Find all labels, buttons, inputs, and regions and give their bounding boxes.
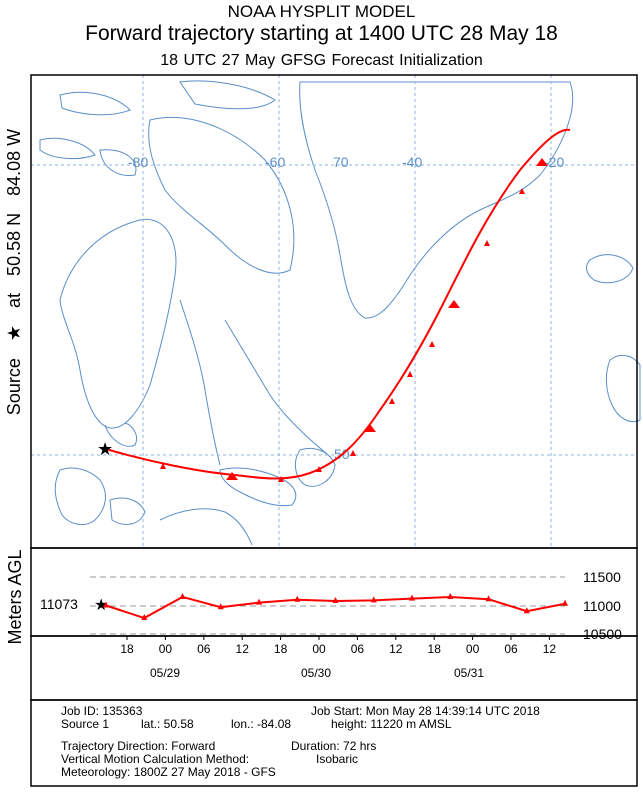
source-id: Source 1 [61,717,110,731]
source-lon-value: lon.: -84.08 [231,717,292,731]
trajectory-marker [448,300,460,308]
height-series-marker [179,592,186,599]
arctic-island-2 [59,91,131,116]
height-series-marker [103,601,109,608]
trajectory-marker [484,240,490,246]
time-tick-label: 12 [236,642,250,656]
time-ticks: 18 00 06 12 18 00 06 12 18 00 06 12 [120,636,556,656]
coastlines [39,80,641,546]
trajectory-marker [316,466,322,472]
date-label-0529: 05/29 [150,666,180,680]
time-tick-label: 18 [428,642,442,656]
europe-edge-outline [605,354,641,423]
height-tick-11500: 11500 [583,569,621,585]
trajectory-marker [389,398,395,404]
time-tick-label: 12 [543,642,557,656]
source-height-label: 11073 [40,596,78,612]
trajectory-marker [407,371,413,377]
source-height-value: height: 11220 m AMSL [331,717,452,731]
arctic-island-1 [179,80,276,110]
height-series-marker [562,599,568,606]
baffin-island-outline [148,116,295,274]
lon-label-40: -40 [402,154,422,170]
labrador-coast [224,319,329,456]
height-axis-label: Meters AGL [5,549,25,645]
trajectory-markers [160,158,548,482]
job-info: Job ID: 135363 Job Start: Mon May 28 14:3… [61,705,540,779]
arctic-island-3 [39,137,96,160]
height-series-marker [523,607,530,614]
time-axis-panel: 18 00 06 12 18 00 06 12 18 00 06 12 05/29 05/30 05/… [30,635,638,701]
lon-label-80: -80 [128,154,148,170]
page-subtitle: 18 UTC 27 May GFSG Forecast Initializati… [160,52,483,69]
trajectory-duration: Duration: 72 hrs [291,739,377,753]
james-bay-outline [104,422,138,447]
date-label-0530: 05/30 [301,666,331,680]
maritimes-outline [219,467,297,507]
job-start: Job Start: Mon May 28 14:39:14 UTC 2018 [311,704,540,718]
map-frame [30,74,638,549]
page-title: Forward trajectory starting at 1400 UTC … [85,22,558,45]
time-tick-label: 06 [197,642,211,656]
height-series-marker [485,595,492,602]
height-series-marker [141,614,148,621]
lake-outline-2 [109,497,146,525]
height-series-marker [294,595,301,602]
height-series-marker [332,596,339,603]
trajectory-marker [519,188,525,194]
trajectory-marker [536,158,548,166]
source-lat-value: lat.: 50.58 [141,717,194,731]
us-east-coast [159,508,253,546]
height-series [103,592,568,621]
trajectory-line [105,128,571,480]
source-height-star-icon: ★ [94,595,108,614]
time-tick-label: 00 [159,642,173,656]
height-series-marker [447,592,454,599]
time-tick-label: 06 [351,642,365,656]
lat-label-70: 70 [333,154,349,170]
vertical-motion-method: Isobaric [316,752,359,766]
iceland-outline [586,254,634,284]
height-panel: 11500 11000 10500 11073 ★ [30,547,638,642]
height-series-marker [256,598,262,605]
trajectory-direction: Trajectory Direction: Forward [61,739,216,753]
time-tick-label: 06 [504,642,518,656]
greenland-outline [299,81,574,319]
great-lakes-outline [54,467,106,526]
hudson-bay-outline [59,218,177,429]
model-title: NOAA HYSPLIT MODEL [227,2,416,21]
trajectory-marker [429,341,435,347]
graticule [31,75,637,548]
trajectory-marker [278,476,284,482]
height-series-marker [370,596,377,603]
trajectory-marker [364,424,376,432]
date-label-0531: 05/31 [454,666,484,680]
time-tick-label: 00 [466,642,480,656]
lon-label-20: -20 [544,154,564,170]
info-frame [30,699,638,787]
source-star-icon: ★ [97,439,113,460]
time-tick-label: 18 [274,642,288,656]
time-tick-label: 00 [312,642,326,656]
height-tick-10500: 10500 [583,626,622,642]
time-tick-label: 12 [389,642,403,656]
height-series-marker [409,594,415,601]
job-id: Job ID: 135363 [61,704,143,718]
height-series-marker [217,603,224,610]
quebec-coast [179,299,221,466]
lon-label-60: -60 [265,154,285,170]
height-frame [30,547,638,637]
time-tick-label: 18 [120,642,134,656]
trajectory-marker [160,463,166,469]
trajectory-marker [350,450,356,456]
newfoundland-outline [294,447,336,487]
arctic-island-4 [99,149,137,177]
vertical-motion-label: Vertical Motion Calculation Method: [61,752,250,766]
map-panel: -80 -60 -40 -20 70 50 ★ [30,74,641,549]
trajectory-marker [226,472,238,480]
meteorology: Meteorology: 1800Z 27 May 2018 - GFS [61,765,276,779]
height-gridlines [90,576,565,635]
height-tick-11000: 11000 [583,598,621,614]
